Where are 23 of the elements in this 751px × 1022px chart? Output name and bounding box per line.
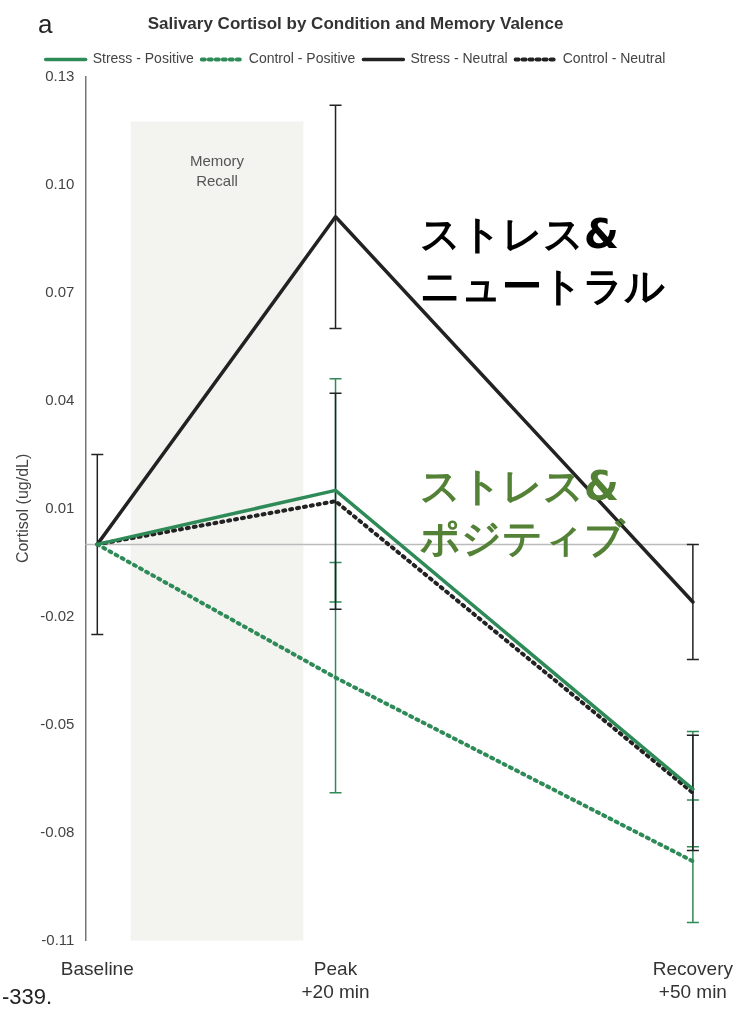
band-label: Memory Recall bbox=[189, 151, 245, 189]
y-tick-label: 0.01 bbox=[45, 498, 75, 516]
y-tick-label: -0.11 bbox=[41, 930, 75, 948]
text: a bbox=[38, 9, 53, 40]
annotation: ストレス& ポジティブ bbox=[420, 463, 626, 562]
legend-label: Stress - Neutral bbox=[410, 50, 508, 67]
text: -339. bbox=[2, 984, 53, 1010]
y-tick-label: -0.02 bbox=[40, 606, 75, 624]
legend-label: Control - Neutral bbox=[562, 50, 666, 67]
y-tick-label: -0.08 bbox=[40, 822, 75, 840]
annotation: ストレス& ニュートラル bbox=[420, 211, 665, 310]
y-axis-title: Cortisol (ug/dL) bbox=[14, 453, 32, 564]
legend-label: Stress - Positive bbox=[92, 50, 195, 67]
legend-label: Control - Positive bbox=[248, 50, 356, 67]
x-tick-label: Baseline bbox=[60, 958, 134, 980]
y-tick-label: -0.05 bbox=[40, 714, 75, 732]
x-tick-label: Recovery +50 min bbox=[652, 958, 734, 1002]
chart-title: Salivary Cortisol by Condition and Memory Valence bbox=[147, 13, 564, 33]
y-tick-label: 0.13 bbox=[45, 66, 75, 84]
y-tick-label: 0.10 bbox=[45, 174, 75, 192]
x-tick-label: Peak +20 min bbox=[301, 958, 370, 1002]
y-tick-label: 0.07 bbox=[45, 282, 75, 300]
y-tick-label: 0.04 bbox=[45, 390, 75, 408]
